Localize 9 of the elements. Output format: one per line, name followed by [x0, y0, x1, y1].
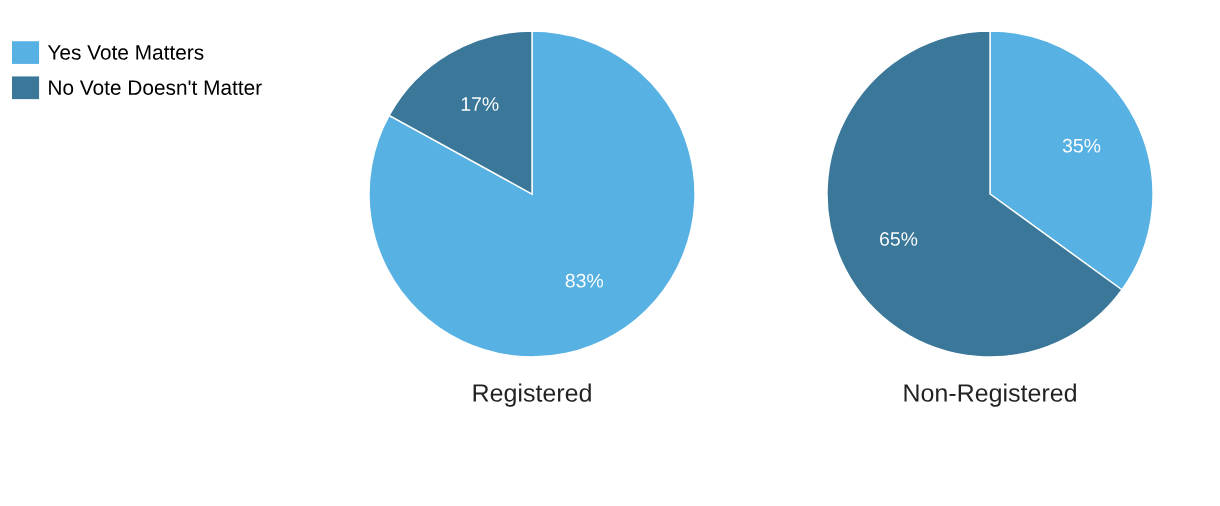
data-label: 83% — [565, 273, 604, 288]
legend-label: No Vote Doesn't Matter — [49, 80, 262, 95]
text: Registered — [473, 383, 591, 407]
data-label: 17% — [461, 97, 499, 111]
data-label: 65% — [880, 232, 918, 246]
data-label: 35% — [1062, 138, 1101, 153]
legend-label: Yes Vote Matters — [47, 45, 204, 60]
text: Non-Registered — [904, 383, 1076, 407]
pie-slice — [368, 30, 696, 358]
